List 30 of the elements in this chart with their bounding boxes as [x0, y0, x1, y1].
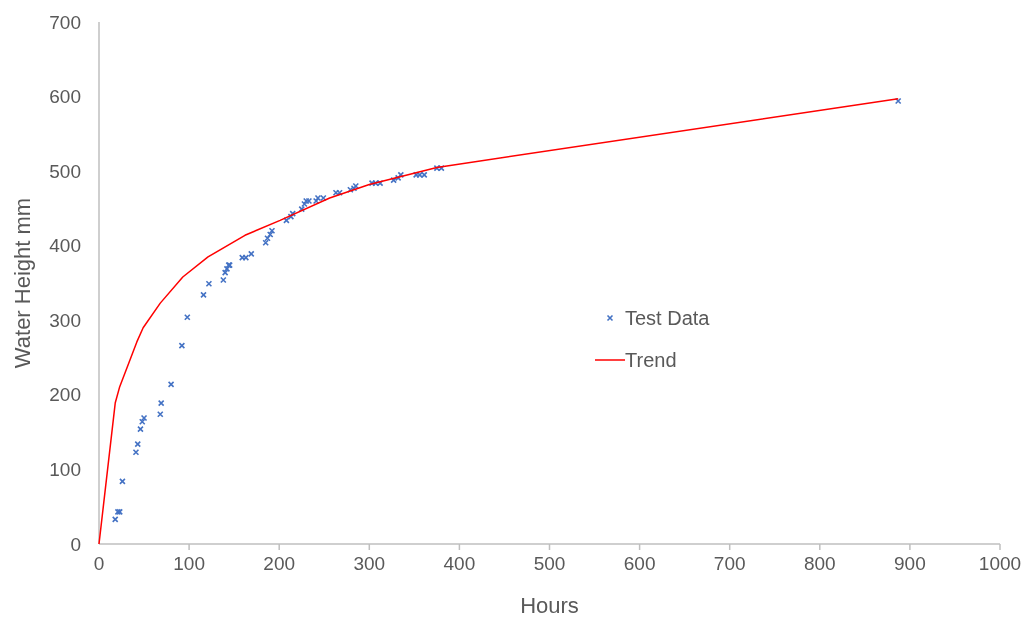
- x-tick-label: 600: [623, 553, 656, 574]
- point: [184, 314, 191, 321]
- point: [157, 399, 165, 407]
- y-tick-label: 700: [49, 11, 81, 33]
- x-axis-title: Hours: [520, 593, 579, 618]
- x-tick-label: 200: [263, 553, 296, 574]
- x-tick-label: 400: [443, 553, 476, 574]
- y-tick-label: 500: [49, 160, 81, 182]
- x-tick-label: 800: [803, 553, 836, 574]
- y-tick-label: 300: [49, 309, 81, 331]
- point: [119, 478, 126, 485]
- y-tick-label: 400: [49, 235, 81, 257]
- x-tick-label: 700: [713, 553, 746, 574]
- y-axis-title: Water Height mm: [10, 197, 35, 369]
- x-tick-label: 500: [533, 553, 566, 574]
- line-series: [98, 98, 899, 545]
- point: [140, 414, 148, 422]
- x-tick-label: 1000: [978, 553, 1022, 574]
- x-tick-label: 300: [353, 553, 386, 574]
- y-tick-label: 100: [49, 458, 81, 480]
- y-tick-label: 600: [49, 86, 81, 108]
- x-tick-label: 900: [894, 553, 926, 574]
- x-tick-label: 0: [93, 553, 105, 574]
- x-tick-label: 100: [173, 553, 205, 574]
- y-tick-label: 0: [70, 533, 81, 555]
- legend-label: Trend: [625, 349, 677, 371]
- point: [262, 239, 269, 247]
- legend-label: Test Data: [625, 307, 711, 329]
- point: [156, 410, 164, 418]
- y-tick-label: 200: [49, 384, 81, 406]
